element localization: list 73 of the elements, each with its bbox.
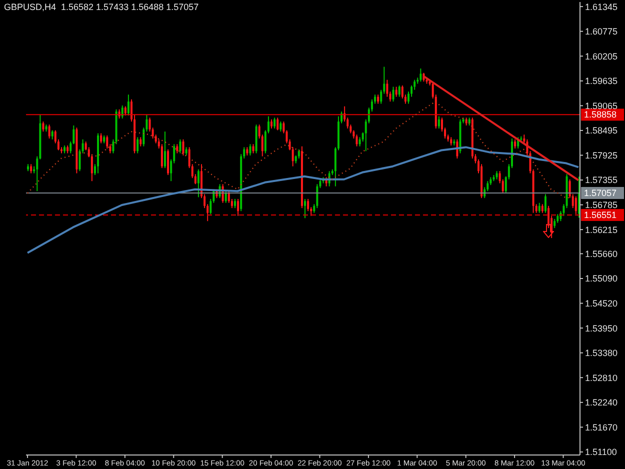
candlestick: [574, 196, 577, 215]
candlestick: [298, 148, 300, 160]
candlestick: [121, 104, 124, 120]
candlestick: [377, 94, 380, 104]
candlestick: [438, 116, 440, 130]
candlestick: [401, 84, 404, 100]
candlestick: [182, 138, 184, 156]
y-tick-label: 1.58495: [585, 126, 618, 136]
candlestick: [307, 198, 310, 212]
y-tick-label: 1.53380: [585, 348, 618, 358]
candlestick: [386, 79, 388, 98]
candlestick: [544, 194, 546, 214]
candlestick: [420, 68, 422, 82]
candlestick: [42, 121, 44, 132]
candlestick: [224, 190, 227, 204]
y-tick-label: 1.54520: [585, 298, 618, 308]
candlestick: [160, 144, 163, 169]
candlestick: [136, 136, 139, 154]
candlestick: [398, 84, 400, 98]
candlestick: [304, 198, 306, 219]
candlestick: [164, 131, 166, 169]
candlestick: [276, 117, 279, 131]
candlestick: [237, 198, 240, 216]
candlestick: [274, 117, 276, 130]
ref-line-label: 1.58858: [584, 110, 617, 120]
candlestick: [538, 202, 540, 214]
candlestick: [78, 148, 81, 172]
line-series: [26, 146, 580, 254]
candlestick: [140, 136, 142, 147]
y-tick-label: 1.59635: [585, 76, 618, 86]
candlestick: [197, 168, 200, 198]
candlestick: [554, 218, 556, 229]
ref-line-label: 1.56551: [584, 210, 617, 220]
candlestick: [270, 118, 273, 130]
candlestick: [127, 94, 130, 116]
candlestick: [48, 124, 50, 140]
y-tick-label: 1.60775: [585, 26, 618, 37]
candlestick: [514, 138, 516, 150]
y-tick-label: 1.51100: [585, 447, 617, 458]
candlestick: [112, 138, 114, 154]
y-tick-label: 1.56215: [585, 224, 618, 235]
ref-line-label: 1.57057: [584, 188, 617, 198]
candlestick: [124, 106, 126, 116]
candlestick: [392, 86, 394, 102]
candlestick: [106, 134, 108, 150]
candlestick: [30, 164, 32, 174]
y-tick-label: 1.55090: [585, 274, 618, 284]
y-tick-label: 1.53950: [585, 323, 618, 334]
candlestick: [51, 130, 54, 140]
candlestick: [234, 198, 236, 209]
candlestick: [356, 134, 358, 147]
y-tick-label: 1.52240: [585, 398, 618, 408]
y-tick-label: 1.51670: [585, 422, 618, 432]
y-tick-label: 1.52810: [585, 372, 618, 383]
y-tick-label: 1.55660: [585, 248, 618, 259]
candlestick: [100, 132, 102, 144]
candlestick: [176, 144, 178, 154]
candlestick: [82, 138, 84, 154]
candlestick: [395, 86, 398, 98]
candlestick: [316, 184, 318, 209]
candlestick: [179, 138, 182, 154]
y-tick-label: 1.56785: [585, 200, 618, 210]
candlestick: [280, 121, 282, 132]
y-tick-label: 1.57925: [585, 150, 618, 160]
candlestick: [249, 144, 252, 156]
candlestick: [252, 144, 254, 154]
y-tick-label: 1.57355: [585, 175, 618, 186]
y-tick-label: 1.61345: [585, 2, 618, 12]
candlestick: [167, 148, 170, 176]
y-tick-label: 1.59065: [585, 100, 618, 111]
candlestick: [358, 136, 361, 147]
chart-title: GBPUSD,H4 1.56582 1.57433 1.56488 1.57057: [4, 2, 199, 12]
y-tick-label: 1.60205: [585, 51, 618, 62]
